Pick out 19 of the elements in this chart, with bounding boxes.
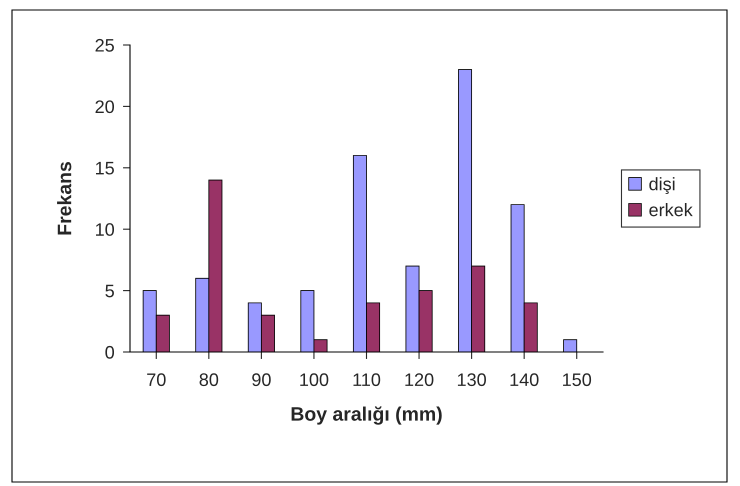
x-tick-label: 80: [200, 373, 218, 386]
x-tick-label: 110: [353, 373, 380, 386]
y-tick-label: 25: [96, 38, 114, 52]
legend-label: erkek: [649, 203, 693, 216]
y-tick-label: 20: [96, 100, 114, 114]
y-tick-label: 15: [96, 162, 114, 175]
x-tick-label: 90: [252, 373, 271, 386]
x-axis-title: Boy aralığı (mm): [292, 406, 442, 425]
x-tick-label: 150: [563, 373, 592, 386]
x-tick-label: 120: [405, 373, 434, 386]
y-axis-title: Frekans: [57, 162, 72, 234]
y-tick-label: 5: [105, 284, 114, 298]
x-tick-label: 70: [147, 373, 166, 386]
x-tick-label: 140: [510, 373, 539, 386]
x-tick-label: 100: [300, 373, 328, 386]
legend-label: dişi: [649, 177, 674, 194]
y-tick-label: 10: [96, 223, 114, 236]
x-tick-label: 130: [458, 373, 486, 386]
y-tick-label: 0: [105, 346, 114, 359]
